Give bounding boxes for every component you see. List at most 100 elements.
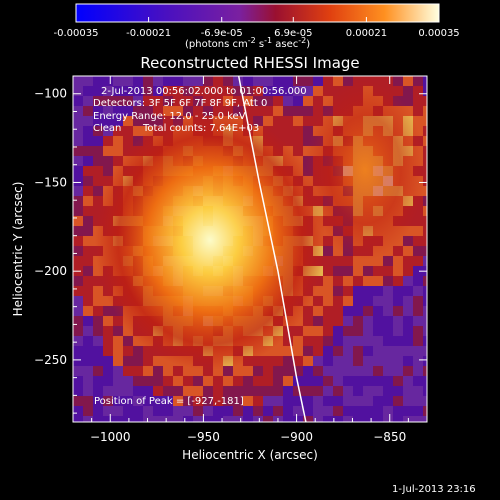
heatmap-cell	[273, 346, 283, 356]
x-tick-label: −850	[373, 430, 406, 444]
heatmap-cell	[203, 96, 213, 106]
heatmap-cell	[403, 296, 413, 306]
heatmap-cell	[373, 76, 383, 86]
heatmap-cell	[413, 226, 423, 236]
heatmap-cell	[83, 126, 93, 136]
heatmap-cell	[73, 156, 83, 166]
heatmap-cell	[303, 106, 313, 116]
heatmap-cell	[403, 86, 413, 96]
heatmap-cell	[413, 266, 423, 276]
heatmap-cell	[163, 416, 173, 422]
heatmap-cell	[253, 366, 263, 376]
heatmap-cell	[333, 306, 343, 316]
colorbar-units: (photons cm-2 s-1 asec-2)	[185, 36, 311, 50]
heatmap-cell	[163, 376, 173, 386]
heatmap-cell	[133, 376, 143, 386]
x-tick-label: −900	[280, 430, 313, 444]
heatmap-cell	[73, 136, 83, 146]
heatmap-cell	[383, 76, 393, 86]
heatmap-cell	[213, 396, 223, 406]
heatmap-cell	[93, 326, 103, 336]
heatmap-cell	[283, 416, 293, 422]
heatmap-cell	[93, 356, 103, 366]
heatmap-cell	[373, 356, 383, 366]
heatmap-cell	[223, 366, 233, 376]
heatmap-cell	[83, 406, 93, 416]
heatmap-cell	[373, 266, 383, 276]
heatmap-cell	[333, 256, 343, 266]
heatmap-cell	[413, 356, 423, 366]
heatmap-cell	[103, 346, 113, 356]
heatmap-cell	[253, 376, 263, 386]
heatmap-cell	[103, 416, 113, 422]
heatmap-cell	[403, 286, 413, 296]
heatmap-cell	[253, 76, 263, 86]
heatmap-cell	[83, 336, 93, 346]
heatmap-cell	[143, 86, 153, 96]
heatmap-cell	[393, 346, 403, 356]
heatmap-cell	[113, 356, 123, 366]
heatmap-cell	[293, 106, 303, 116]
heatmap-cell	[113, 386, 123, 396]
heatmap-cell	[143, 106, 153, 116]
heatmap-cell	[263, 406, 273, 416]
heatmap-cell	[263, 76, 273, 86]
heatmap-cell	[143, 116, 153, 126]
heatmap-cell	[83, 206, 93, 216]
heatmap-cell	[133, 356, 143, 366]
heatmap-cell	[323, 246, 333, 256]
heatmap-cell	[423, 136, 427, 146]
heatmap-cell	[253, 416, 263, 422]
heatmap-cell	[163, 406, 173, 416]
heatmap-cell	[293, 76, 303, 86]
heatmap-cell	[393, 356, 403, 366]
heatmap-cell	[303, 306, 313, 316]
heatmap-cell	[323, 236, 333, 246]
heatmap-cell	[153, 366, 163, 376]
heatmap-cell	[93, 296, 103, 306]
heatmap-cell	[263, 86, 273, 96]
heatmap-cell	[233, 96, 243, 106]
heatmap-cell	[413, 416, 423, 422]
heatmap-cell	[83, 156, 93, 166]
heatmap-cell	[123, 416, 133, 422]
heatmap-cell	[303, 76, 313, 86]
heatmap-cell	[73, 116, 83, 126]
heatmap-cell	[413, 236, 423, 246]
heatmap-cell	[263, 416, 273, 422]
heatmap-cell	[403, 346, 413, 356]
heatmap-cell	[403, 386, 413, 396]
heatmap-cell	[323, 86, 333, 96]
heatmap-cell	[403, 406, 413, 416]
heatmap-cell	[343, 306, 353, 316]
heatmap-cell	[283, 76, 293, 86]
heatmap-cell	[103, 96, 113, 106]
heatmap-cell	[263, 386, 273, 396]
heatmap-cell	[303, 396, 313, 406]
heatmap-cell	[83, 186, 93, 196]
detectors-info: Detectors: 3F 5F 6F 7F 8F 9F, Att 0	[93, 98, 268, 109]
heatmap-cell	[393, 266, 403, 276]
heatmap-cell	[383, 286, 393, 296]
heatmap-cell	[93, 166, 103, 176]
heatmap-cell	[263, 116, 273, 126]
heatmap-cell	[153, 416, 163, 422]
heatmap-cell	[353, 316, 363, 326]
heatmap-cell	[93, 196, 103, 206]
heatmap-cell	[343, 346, 353, 356]
heatmap-cell	[153, 86, 163, 96]
heatmap-cell	[253, 86, 263, 96]
heatmap-cell	[303, 386, 313, 396]
heatmap-cell	[253, 106, 263, 116]
heatmap-cell	[373, 336, 383, 346]
heatmap-cell	[183, 366, 193, 376]
heatmap-cell	[293, 336, 303, 346]
heatmap-cell	[83, 146, 93, 156]
heatmap-cell	[403, 276, 413, 286]
heatmap-cell	[83, 356, 93, 366]
heatmap-cell	[313, 96, 323, 106]
heatmap-cell	[373, 416, 383, 422]
heatmap-cell	[293, 396, 303, 406]
heatmap-cell	[283, 136, 293, 146]
heatmap-cell	[343, 416, 353, 422]
